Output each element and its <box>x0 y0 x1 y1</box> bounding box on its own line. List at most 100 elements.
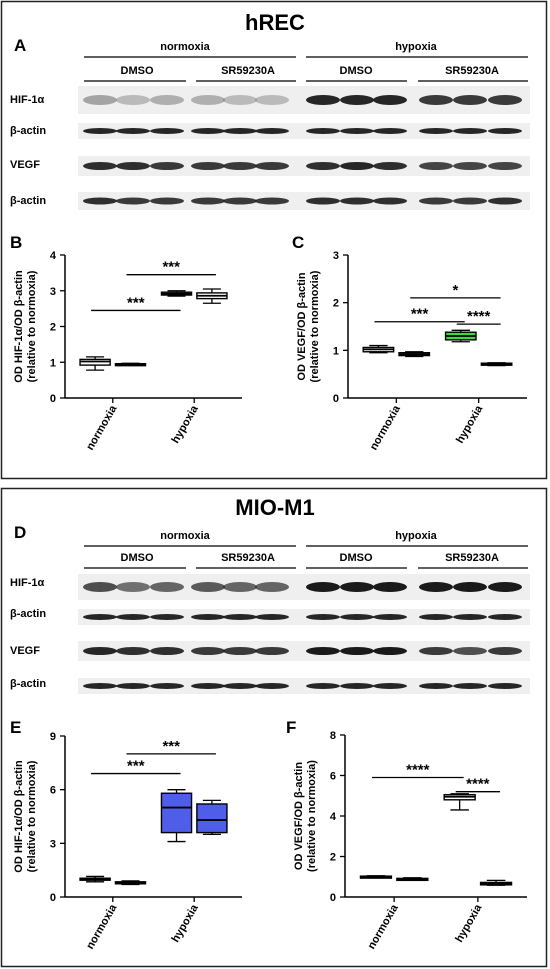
y-tick-label: 3 <box>50 838 56 850</box>
blot-band <box>340 162 374 170</box>
blot-band <box>116 683 150 689</box>
blot-band <box>116 95 150 105</box>
y-tick-label: 1 <box>50 357 56 369</box>
significance-label: **** <box>467 308 491 325</box>
blot-strip <box>78 641 530 661</box>
panel-title-bottom: MIO-M1 <box>235 495 314 520</box>
blot-band <box>116 582 150 592</box>
y-tick-label: 9 <box>50 731 56 743</box>
y-tick-label: 0 <box>333 393 339 405</box>
blot-band <box>306 162 340 170</box>
blot-band <box>306 582 340 592</box>
blot-band <box>488 128 522 134</box>
western-blot-bottom <box>78 574 530 694</box>
blot-band <box>453 128 487 134</box>
blot-band <box>83 582 117 592</box>
blot-strip <box>78 609 530 625</box>
y-tick-label: 0 <box>50 393 56 405</box>
blot-band <box>255 582 289 592</box>
western-blot-top <box>78 86 530 210</box>
blot-band <box>453 683 487 689</box>
blot-strip <box>78 156 530 176</box>
blot-band <box>83 128 117 134</box>
y-axis-label: OD HIF-1α/OD β-actin <box>13 760 25 873</box>
treat-label-sr-1-bottom: SR59230A <box>221 552 275 564</box>
blot-band <box>116 647 150 655</box>
blot-strip <box>78 123 530 139</box>
letter-f: F <box>286 718 296 737</box>
x-category-label: hypoxia <box>454 403 486 446</box>
x-category-label: normoxia <box>84 403 120 453</box>
blot-band <box>191 162 225 170</box>
y-axis-label: (relative to normoxia) <box>306 760 318 872</box>
y-tick-label: 8 <box>330 730 336 742</box>
blot-band <box>150 683 184 689</box>
significance-label: *** <box>127 294 145 311</box>
blot-band <box>255 162 289 170</box>
blot-label-hif-bottom: HIF-1α <box>10 577 45 589</box>
blot-band <box>419 197 453 205</box>
x-category-label: normoxia <box>366 902 402 952</box>
letter-a: A <box>14 36 26 55</box>
blot-band <box>191 647 225 655</box>
blot-band <box>340 683 374 689</box>
y-tick-label: 2 <box>333 298 339 310</box>
chart-hif-top: 0 1 2 3 4 OD HIF-1α/OD β-actin (relative to no… <box>13 250 242 452</box>
cond-label-hypoxia-top: hypoxia <box>395 41 437 53</box>
box-body <box>196 803 228 834</box>
blot-band <box>488 197 522 205</box>
chart-vegf-top: 0 1 2 3 OD VEGF/OD β-actin (relative to normo… <box>296 250 527 452</box>
significance-label: *** <box>162 259 180 276</box>
blot-band <box>373 614 407 620</box>
blot-band <box>150 128 184 134</box>
chart-hif-bottom: 0 3 6 9 OD HIF-1α/OD β-actin (relative to nor… <box>13 731 242 951</box>
blot-band <box>373 647 407 655</box>
treat-label-dmso-2-bottom: DMSO <box>340 552 373 564</box>
blot-band <box>223 95 257 105</box>
blot-band <box>191 582 225 592</box>
blot-band <box>419 683 453 689</box>
blot-band <box>488 162 522 170</box>
y-tick-label: 3 <box>50 286 56 298</box>
blot-band <box>453 197 487 205</box>
blot-band <box>306 647 340 655</box>
blot-band <box>306 197 340 205</box>
cond-label-normoxia-top: normoxia <box>160 41 210 53</box>
blot-band <box>255 95 289 105</box>
blot-band <box>453 95 487 105</box>
blot-band <box>419 162 453 170</box>
letter-b: B <box>10 233 22 252</box>
blot-band <box>453 614 487 620</box>
y-tick-label: 2 <box>50 322 56 334</box>
blot-label-actin2-top: β-actin <box>10 195 46 207</box>
panel-frame-top <box>0 0 548 480</box>
blot-band <box>340 614 374 620</box>
letter-e: E <box>10 718 21 737</box>
blot-band <box>306 614 340 620</box>
blot-label-actin1-top: β-actin <box>10 125 46 137</box>
blot-band <box>373 683 407 689</box>
blot-band <box>116 128 150 134</box>
panel-title-top: hREC <box>245 10 305 35</box>
treat-label-dmso-1-top: DMSO <box>121 65 154 77</box>
blot-band <box>453 162 487 170</box>
blot-band <box>419 128 453 134</box>
y-tick-label: 0 <box>330 892 336 904</box>
y-tick-label: 6 <box>330 771 336 783</box>
blot-band <box>191 128 225 134</box>
blot-band <box>306 128 340 134</box>
blot-band <box>83 647 117 655</box>
blot-band <box>150 95 184 105</box>
blot-strip <box>78 192 530 210</box>
blot-band <box>340 582 374 592</box>
blot-band <box>488 614 522 620</box>
blot-band <box>373 95 407 105</box>
treat-label-sr-1-top: SR59230A <box>221 65 275 77</box>
blot-band <box>340 128 374 134</box>
y-tick-label: 2 <box>330 852 336 864</box>
blot-band <box>340 197 374 205</box>
blot-band <box>83 162 117 170</box>
blot-band <box>488 582 522 592</box>
blot-band <box>373 197 407 205</box>
blot-band <box>83 95 117 105</box>
